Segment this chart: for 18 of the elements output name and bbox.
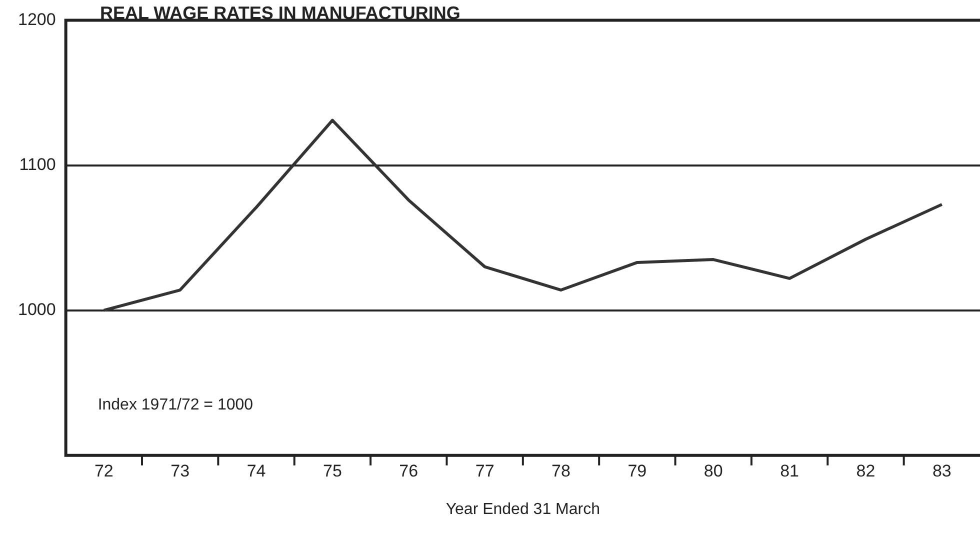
x-tick-label: 73 [170, 461, 190, 480]
y-tick-label: 1200 [18, 10, 56, 29]
x-tick-label: 72 [94, 461, 114, 480]
y-tick-label: 1100 [19, 154, 56, 174]
x-tick-label: 77 [475, 461, 494, 480]
y-tick-label: 1000 [18, 300, 56, 320]
x-tick-label: 80 [704, 461, 723, 480]
annotation: Index 1971/72 = 1000 [98, 396, 254, 414]
x-tick-label: 78 [552, 461, 570, 480]
x-tick-label: 82 [856, 461, 876, 480]
x-axis-title: Year Ended 31 March [446, 500, 600, 518]
chart-title: REAL WAGE RATES IN MANUFACTURING [100, 2, 460, 24]
x-tick-label: 75 [322, 461, 342, 480]
x-tick-label: 74 [246, 461, 266, 480]
x-tick-label: 79 [628, 461, 647, 480]
x-tick-label: 76 [399, 461, 418, 480]
x-tick-label: 81 [780, 461, 800, 480]
x-tick-label: 83 [932, 461, 952, 480]
